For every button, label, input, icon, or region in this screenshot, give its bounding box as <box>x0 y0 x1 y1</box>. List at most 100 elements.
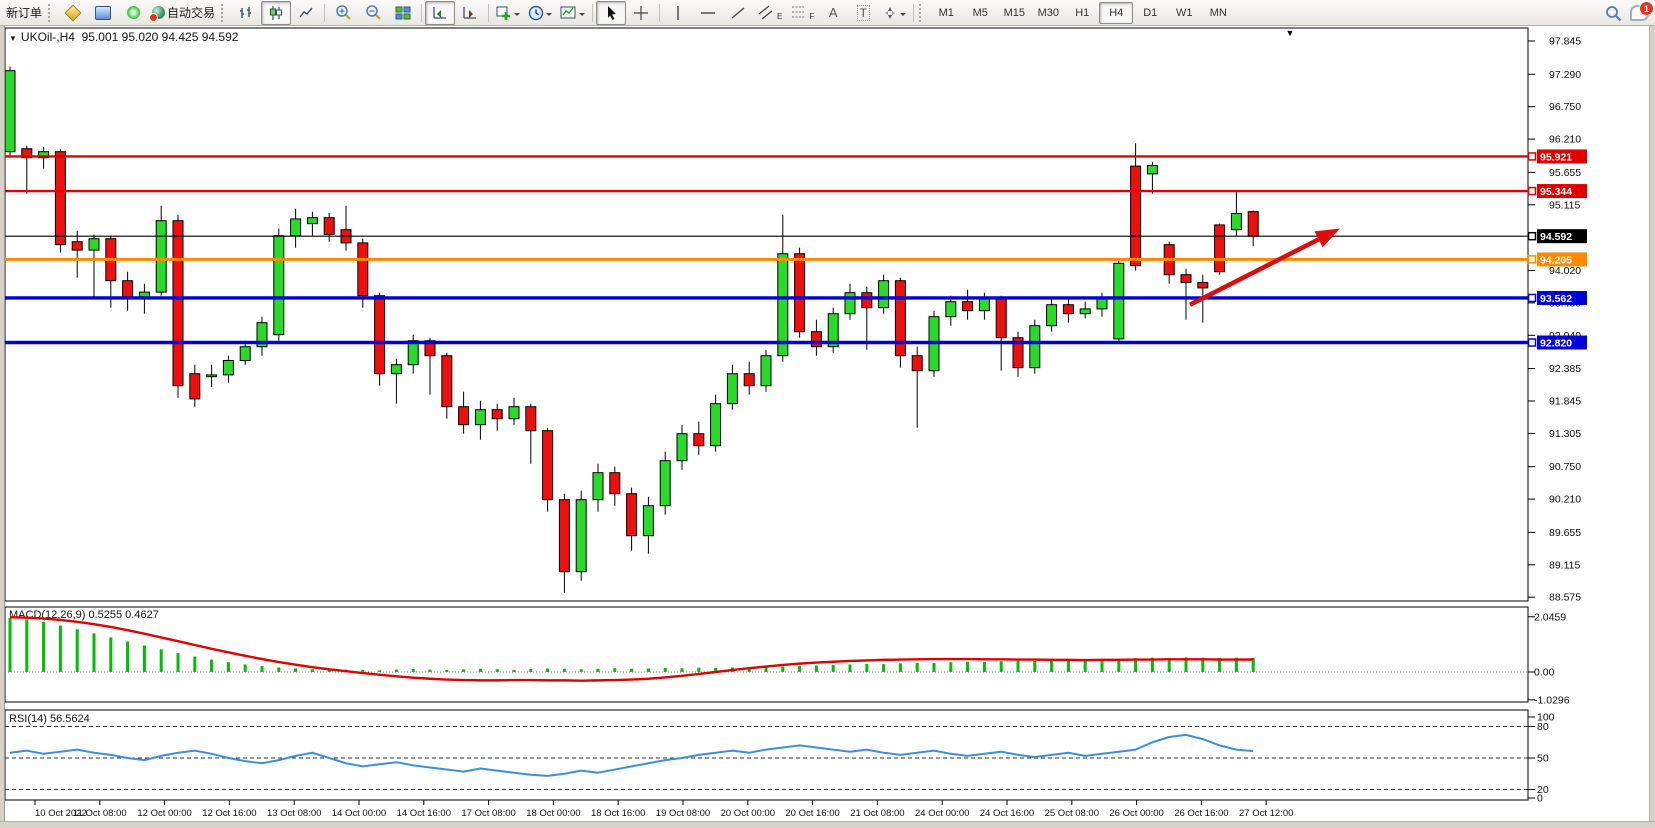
price-tick-label: 96.750 <box>1549 101 1581 113</box>
candle-down <box>794 253 806 333</box>
time-tick-label: 10 Oct 2022 <box>35 808 87 819</box>
templates-button[interactable] <box>556 1 589 25</box>
rsi-axis-label: 0 <box>1537 793 1543 805</box>
macd-histogram-bar <box>126 641 130 672</box>
horizontal-line-button[interactable] <box>693 1 723 25</box>
zoom-in-icon <box>335 5 351 20</box>
macd-histogram-bar <box>680 668 684 672</box>
trend-arrow-head <box>1314 228 1340 248</box>
chart-shift-button[interactable] <box>455 1 485 25</box>
trend-arrow-line[interactable] <box>1188 237 1320 307</box>
candle-down <box>323 217 335 235</box>
macd-histogram-bar <box>865 663 869 672</box>
candlestick-chart-button[interactable] <box>261 0 292 25</box>
time-tick-label: 18 Oct 16:00 <box>591 808 645 819</box>
line-chart-button[interactable] <box>291 1 321 25</box>
candle-down <box>491 409 503 420</box>
panel-frame <box>4 709 1529 801</box>
tab-mn[interactable]: MN <box>1209 6 1227 19</box>
macd-histogram-bar <box>344 669 348 672</box>
macd-histogram-bar <box>882 664 886 672</box>
tab-m1[interactable]: M1 <box>938 6 954 19</box>
zoom-out-icon <box>365 5 381 20</box>
symbol-period-label: UKOil-,H4 <box>20 30 75 44</box>
vertical-line-button[interactable] <box>663 1 693 25</box>
macd-histogram-bar <box>1016 660 1020 672</box>
macd-histogram-bar <box>394 669 398 672</box>
price-tick-label: 89.655 <box>1549 527 1581 539</box>
equidistant-channel-button[interactable]: E <box>753 1 786 25</box>
candle-up <box>642 505 654 537</box>
text-tool-letter: A <box>828 5 838 20</box>
text-label-button[interactable]: T <box>848 1 878 25</box>
time-tick-label: 26 Oct 00:00 <box>1109 808 1163 819</box>
indicators-button[interactable] <box>492 1 524 25</box>
tile-windows-button[interactable] <box>388 1 418 25</box>
price-tick-label: 92.385 <box>1549 363 1581 375</box>
arrows-tool-button[interactable] <box>878 1 910 25</box>
time-tick-label: 27 Oct 12:00 <box>1239 808 1293 819</box>
macd-histogram-bar <box>546 668 550 672</box>
crosshair-button[interactable] <box>626 1 656 25</box>
candle-down <box>374 295 386 375</box>
tab-h4[interactable]: H4 <box>1099 1 1134 24</box>
tile-windows-icon <box>395 6 411 19</box>
macd-histogram-bar <box>714 667 718 672</box>
tab-h1[interactable]: H1 <box>1075 6 1090 19</box>
macd-histogram-bar <box>1167 657 1171 672</box>
macd-histogram-bar <box>697 667 701 672</box>
collapse-triangle-icon[interactable]: ▼ <box>9 34 17 43</box>
candle-down <box>340 229 352 244</box>
candle-up <box>978 298 990 312</box>
rsi-line <box>9 733 1254 777</box>
new-order-button[interactable]: 新订单 <box>2 1 46 25</box>
chart-shift-icon <box>462 6 476 19</box>
macd-histogram-bar <box>1100 659 1104 672</box>
auto-scroll-button[interactable] <box>425 0 456 25</box>
candle-down <box>172 220 184 387</box>
search-icon[interactable] <box>1605 5 1622 22</box>
chart-workspace[interactable]: ▼ UKOil-,H4 95.001 95.020 94.425 94.592 M… <box>0 26 1655 828</box>
macd-histogram-bar <box>1201 657 1205 672</box>
autotrading-button[interactable]: 自动交易 <box>148 1 219 25</box>
dropdown-caret-icon <box>579 12 586 19</box>
charts-button[interactable] <box>58 1 88 25</box>
tab-m5[interactable]: M5 <box>972 6 988 19</box>
fibonacci-button[interactable]: F <box>786 1 818 25</box>
market-watch-button[interactable] <box>88 1 118 25</box>
chart-canvas[interactable]: 97.845 97.290 96.750 96.210 95.655 95.115 94.0… <box>0 26 1655 827</box>
tab-m15[interactable]: M15 <box>1003 6 1025 19</box>
bar-chart-button[interactable] <box>231 1 261 25</box>
macd-histogram-bar <box>277 667 281 672</box>
macd-histogram-bar <box>1134 658 1138 672</box>
notifications-button[interactable]: 1 <box>1630 1 1654 21</box>
macd-histogram-bar <box>361 669 365 672</box>
toolbar-separator <box>421 3 423 22</box>
macd-histogram-bar <box>159 649 163 672</box>
periods-button[interactable] <box>524 1 556 25</box>
price-badge <box>1537 252 1587 267</box>
tab-d1[interactable]: D1 <box>1143 6 1158 19</box>
signals-button[interactable] <box>118 1 148 25</box>
macd-indicator-label: MACD(12,26,9) 0.5255 0.4627 <box>9 609 159 621</box>
tab-w1[interactable]: W1 <box>1176 6 1193 19</box>
price-tick-label: 88.575 <box>1549 592 1581 604</box>
candle-down <box>894 280 906 357</box>
macd-histogram-bar <box>848 664 852 672</box>
toolbar-grip[interactable] <box>48 3 54 22</box>
candle-up <box>290 218 302 237</box>
price-tick-label: 97.290 <box>1549 69 1581 81</box>
toolbar-grip[interactable] <box>221 3 227 22</box>
trendline-button[interactable] <box>723 1 753 25</box>
candle-up <box>474 409 486 426</box>
zoom-out-button[interactable] <box>358 1 388 25</box>
zoom-in-button[interactable] <box>328 1 358 25</box>
candle-down <box>558 499 570 573</box>
text-button[interactable]: A <box>818 1 848 25</box>
cursor-button[interactable] <box>596 0 627 25</box>
candle-down <box>626 493 638 537</box>
toolbar-grip[interactable] <box>919 3 925 22</box>
tab-m30[interactable]: M30 <box>1037 6 1059 19</box>
toolbar-separator <box>913 3 915 22</box>
macd-histogram-bar <box>1033 660 1037 672</box>
